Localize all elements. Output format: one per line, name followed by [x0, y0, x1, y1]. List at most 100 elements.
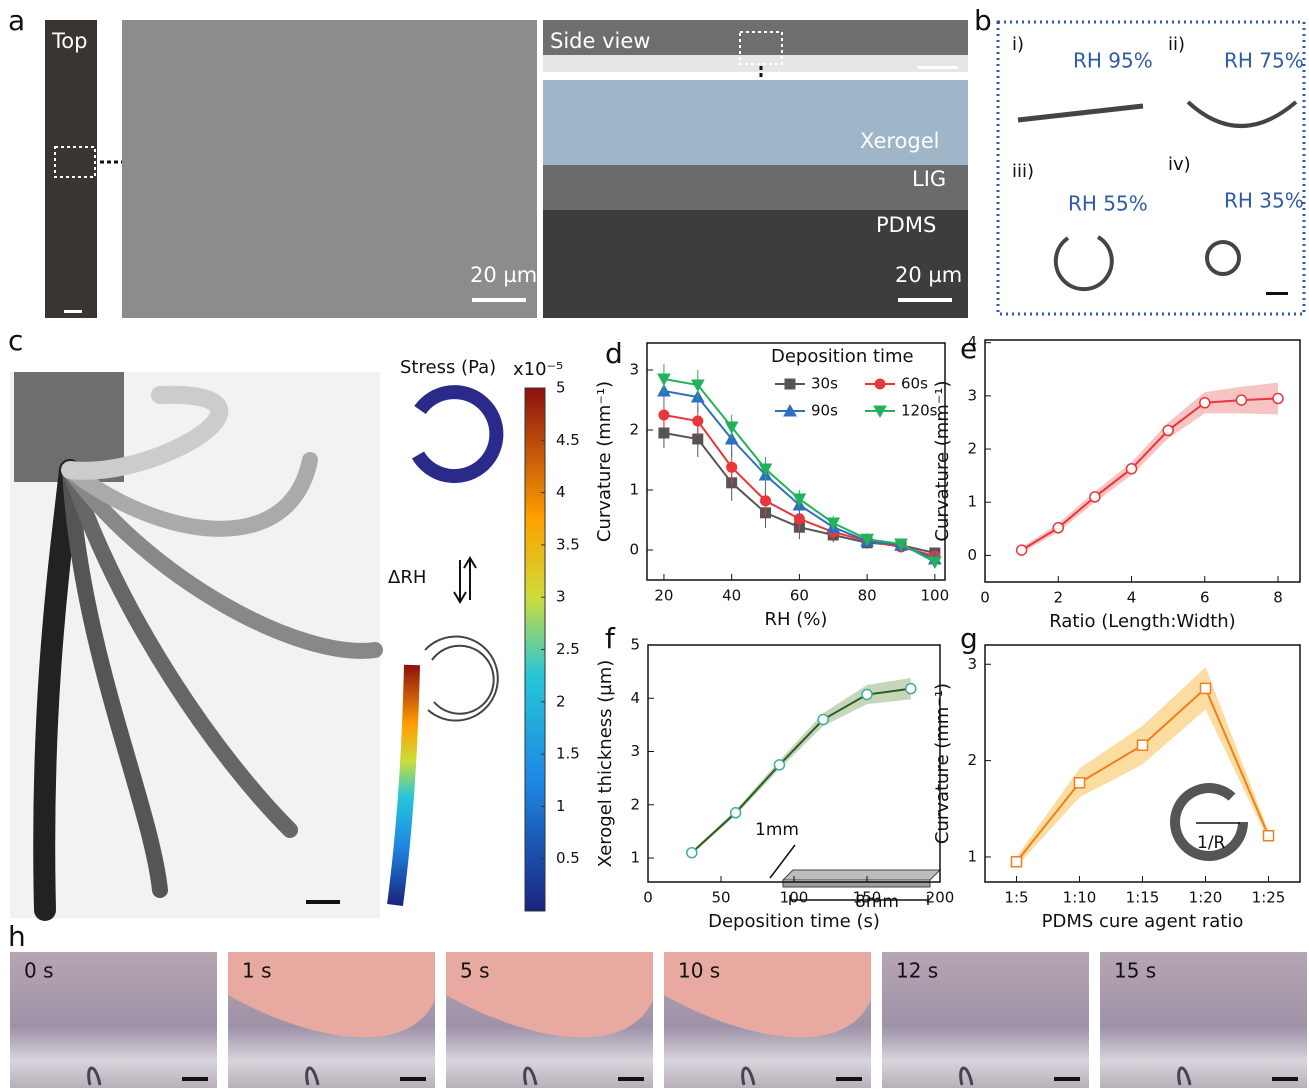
ring-outline [425, 637, 498, 721]
colorbar-tick-label: 4 [556, 483, 566, 501]
colorbar-tick-label: 4.5 [556, 431, 580, 449]
marker [1090, 492, 1100, 502]
marker [693, 416, 703, 426]
x-tick-label: 8 [1273, 589, 1283, 607]
line [692, 689, 911, 853]
colorbar-unit: x10⁻⁵ [513, 359, 563, 380]
marker [785, 379, 795, 389]
x-tick-label: 2 [1053, 589, 1063, 607]
index: i) [1012, 34, 1024, 55]
marker [1053, 523, 1063, 533]
colorbar-tick-label: 0.5 [556, 849, 580, 867]
rh-label: RH 95% [1073, 49, 1153, 73]
rh-label: RH 55% [1068, 192, 1148, 216]
x-axis-label: Ratio (Length:Width) [1049, 611, 1235, 632]
scale-bar [472, 298, 526, 302]
x-tick-label: 0 [643, 889, 653, 907]
scale-bar [306, 900, 340, 904]
y-tick-label: 4 [967, 333, 977, 351]
page: {"figure": { "a": {"label": "a", "top": … [0, 0, 1309, 1092]
y-tick-label: 4 [630, 689, 640, 707]
marker [1201, 683, 1211, 693]
x-tick-label: 6 [1200, 589, 1210, 607]
scale-bar [400, 1077, 426, 1081]
y-tick-label: 2 [629, 421, 639, 439]
colorbar-tick-label: 2 [556, 692, 566, 710]
marker [906, 684, 916, 694]
line [1017, 688, 1269, 861]
y-axis-label: Curvature (mm⁻¹) [932, 683, 953, 844]
frame-label: 15 s [1114, 959, 1156, 983]
marker [1273, 394, 1283, 404]
marker [875, 379, 885, 389]
panel-label: d [605, 337, 623, 370]
annotation: 1/R [1197, 833, 1226, 853]
figure: a Top Side view Xerogel LIG PDMS 20 µm 2… [0, 0, 1309, 1088]
colorbar-tick-label: 1 [556, 797, 566, 815]
delta-label: ΔRH [388, 567, 426, 588]
index: iv) [1168, 154, 1191, 175]
marker [1264, 831, 1274, 841]
y-tick-label: 0 [967, 546, 977, 564]
marker [818, 715, 828, 725]
marker [774, 760, 784, 770]
marker [731, 808, 741, 818]
slab [783, 870, 940, 880]
panel-label: a [8, 4, 25, 37]
colorbar-title: Stress (Pa) [400, 357, 496, 378]
index: iii) [1012, 161, 1034, 182]
y-tick-label: 3 [967, 655, 977, 673]
x-tick-label: 1:15 [1126, 889, 1160, 907]
simulated-strip [395, 665, 412, 905]
x-tick-label: 0 [980, 589, 990, 607]
x-tick-label: 200 [926, 889, 955, 907]
arrows [454, 558, 476, 602]
marker [659, 410, 669, 420]
ring [418, 392, 496, 476]
annotation: 8mm [855, 892, 899, 912]
panel-label: c [8, 324, 23, 357]
colorbar-tick-label: 3.5 [556, 535, 580, 553]
marker [1012, 857, 1022, 867]
y-tick-label: 0 [629, 541, 639, 559]
marker [1075, 778, 1085, 788]
legend-label: 90s [811, 402, 838, 420]
scale-bar [898, 298, 952, 302]
x-tick-label: 1:20 [1189, 889, 1223, 907]
rh-label: RH 75% [1224, 49, 1304, 73]
legend-label: 60s [901, 375, 928, 393]
y-tick-label: 2 [967, 440, 977, 458]
x-tick-label: 20 [654, 587, 673, 605]
colorbar-tick-label: 5 [556, 379, 566, 397]
scale-label: 20 µm [895, 263, 962, 287]
layer-label: Xerogel [860, 129, 939, 153]
marker [659, 428, 669, 438]
y-tick-label: 1 [967, 847, 977, 865]
rh-label: RH 35% [1224, 189, 1304, 213]
y-tick-label: 5 [630, 636, 640, 654]
frame-label: 5 s [460, 959, 490, 983]
x-axis-label: PDMS cure agent ratio [1042, 911, 1244, 932]
x-tick-label: 1:25 [1252, 889, 1286, 907]
error-band [1017, 667, 1269, 866]
marker [1163, 425, 1173, 435]
y-tick-label: 1 [629, 481, 639, 499]
label: Side view [550, 29, 650, 53]
y-tick-label: 2 [967, 751, 977, 769]
colorbar-tick-label: 3 [556, 588, 566, 606]
top-photo [45, 20, 97, 318]
annotation: 1mm [755, 820, 799, 840]
scale-bar [1054, 1077, 1080, 1081]
layer-label: LIG [912, 167, 946, 191]
lig-layer [543, 165, 968, 210]
scale-bar [618, 1077, 644, 1081]
panel-label: f [605, 622, 616, 655]
scale-bar [64, 310, 82, 313]
x-tick-label: 1:5 [1004, 889, 1028, 907]
legend-title: Deposition time [771, 346, 914, 367]
marker [761, 496, 771, 506]
scale-bar [182, 1077, 208, 1081]
slab-side [783, 880, 930, 887]
marker [1127, 464, 1137, 474]
marker [793, 494, 805, 505]
